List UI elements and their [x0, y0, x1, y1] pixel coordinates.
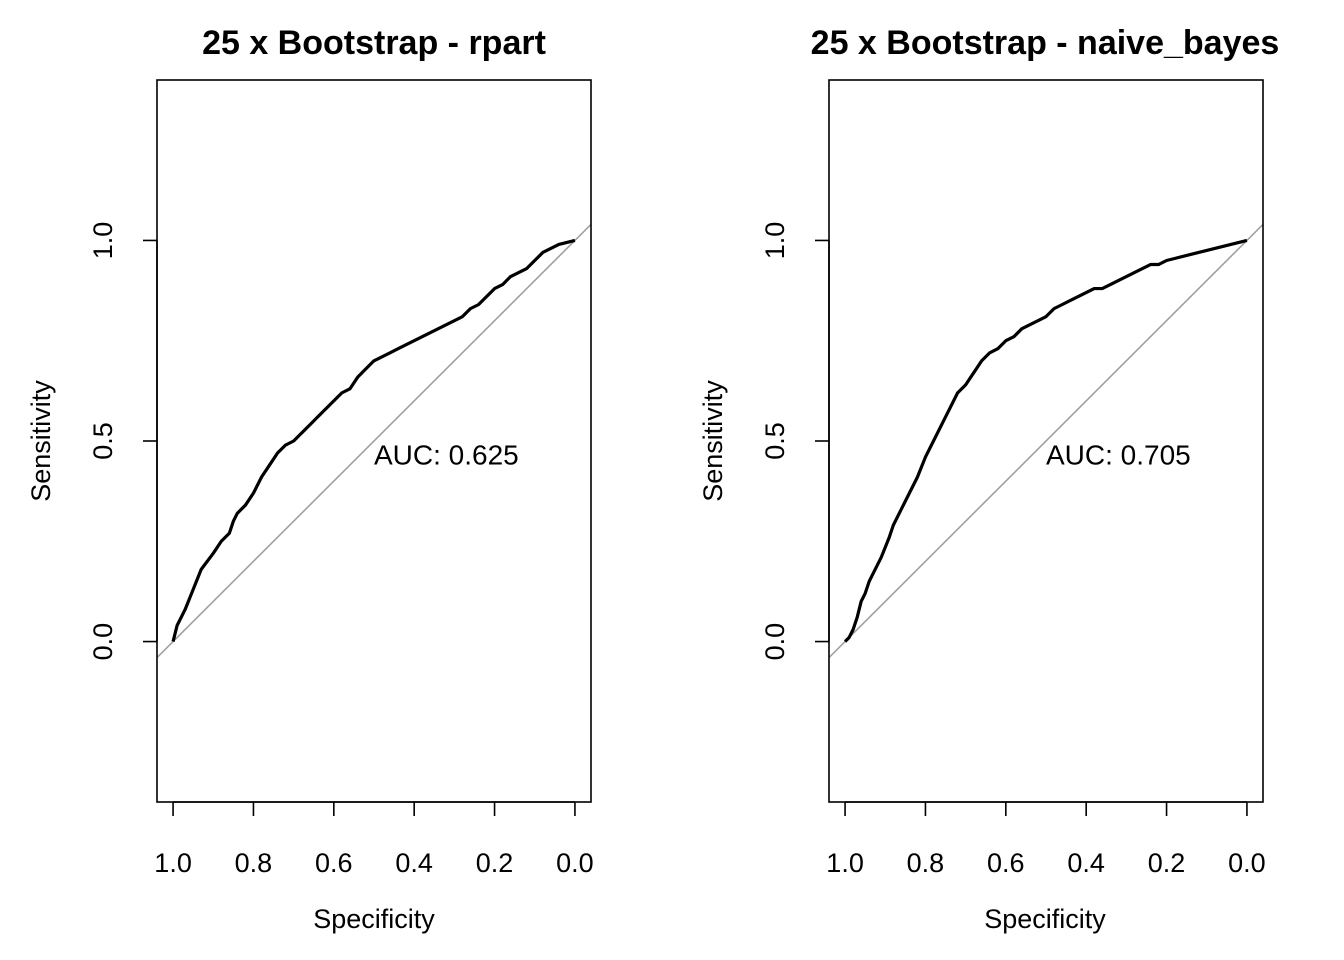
y-axis-label: Sensitivity — [26, 380, 56, 502]
y-tick-label: 0.0 — [88, 623, 118, 661]
x-axis-label: Specificity — [313, 904, 435, 934]
auc-annotation: AUC: 0.705 — [1046, 439, 1191, 470]
x-tick-label: 1.0 — [826, 848, 864, 878]
reference-diagonal-line — [829, 223, 1263, 659]
x-tick-label: 0.6 — [987, 848, 1025, 878]
x-tick-label: 0.8 — [235, 848, 273, 878]
x-tick-label: 1.0 — [154, 848, 192, 878]
y-tick-label: 0.5 — [760, 422, 790, 460]
chart-title: 25 x Bootstrap - naive_bayes — [811, 24, 1280, 62]
x-tick-label: 0.6 — [315, 848, 353, 878]
y-tick-label: 0.0 — [760, 623, 790, 661]
x-tick-label: 0.0 — [556, 848, 594, 878]
x-tick-label: 0.4 — [395, 848, 433, 878]
roc-curve-line — [843, 238, 1248, 643]
x-tick-label: 0.2 — [476, 848, 514, 878]
roc-panel-2: 1.0 0.8 0.6 0.4 0.2 0.0 0.0 0.5 1.0 25 x Bootstra… — [698, 24, 1279, 934]
x-tick-label: 0.2 — [1148, 848, 1186, 878]
auc-annotation: AUC: 0.625 — [374, 439, 519, 470]
x-tick-label: 0.8 — [907, 848, 945, 878]
roc-curve-line — [171, 238, 576, 642]
y-axis-label: Sensitivity — [698, 380, 728, 502]
x-tick-label: 0.4 — [1067, 848, 1105, 878]
y-tick-label: 0.5 — [88, 422, 118, 460]
chart-title: 25 x Bootstrap - rpart — [202, 24, 546, 62]
x-axis-label: Specificity — [984, 904, 1106, 934]
roc-panel-1: 1.0 0.8 0.6 0.4 0.2 0.0 0.0 0.5 1.0 25 x Bootstra… — [26, 24, 594, 934]
x-tick-label: 0.0 — [1228, 848, 1266, 878]
y-tick-label: 1.0 — [760, 222, 790, 260]
y-tick-label: 1.0 — [88, 222, 118, 260]
reference-diagonal-line — [157, 223, 591, 659]
